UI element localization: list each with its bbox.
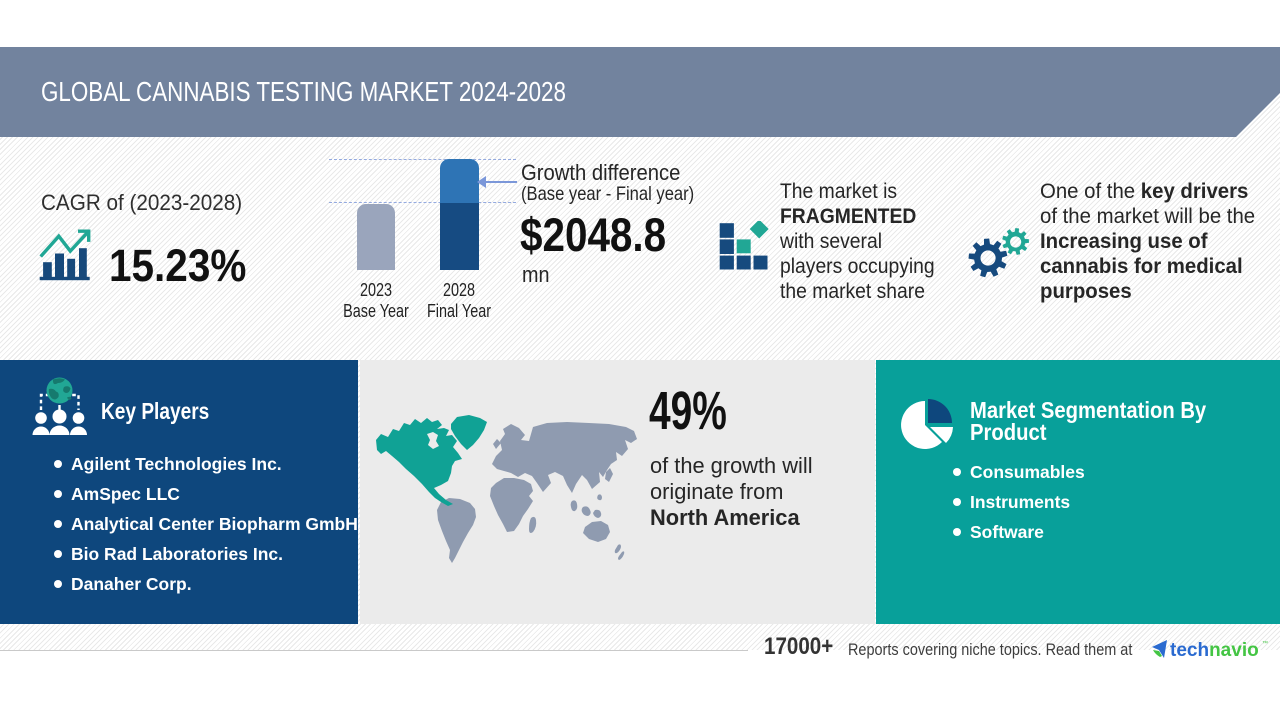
- svg-text:technavio: technavio: [1170, 640, 1259, 661]
- svg-text:™: ™: [1262, 640, 1268, 647]
